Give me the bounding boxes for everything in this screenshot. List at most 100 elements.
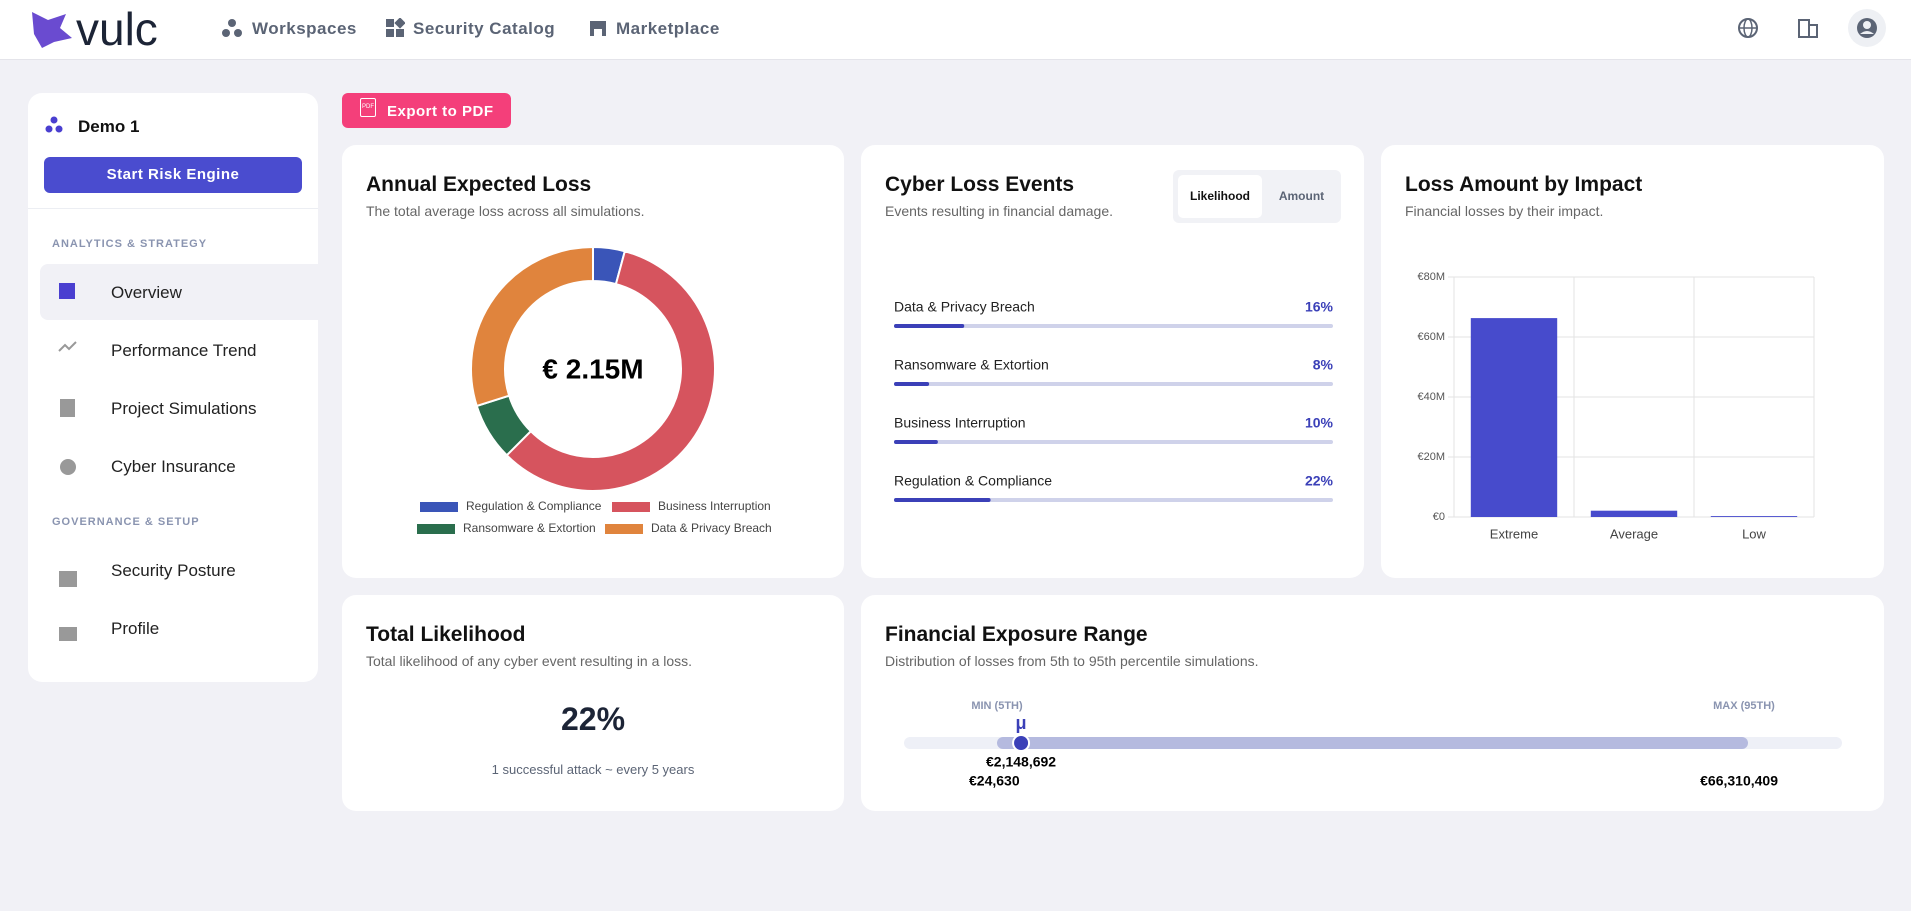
loss-events: Data & Privacy Breach 16% Ransomware & Ext… xyxy=(894,299,1334,502)
event-value: 16% xyxy=(1305,299,1334,315)
menu-icons xyxy=(58,283,77,641)
x-tick-label: Extreme xyxy=(1490,526,1538,541)
nav-link[interactable]: Security Catalog xyxy=(413,19,556,38)
nav-link[interactable]: Marketplace xyxy=(616,19,720,38)
bar xyxy=(1590,510,1678,517)
menu-item[interactable]: Performance Trend xyxy=(111,341,257,360)
card: Loss Amount by Impact Financial losses b… xyxy=(1381,145,1884,578)
logo-icon xyxy=(32,12,72,48)
center-label: € 2.15M xyxy=(542,353,643,384)
project-name: Demo 1 xyxy=(78,117,140,136)
nav-icon xyxy=(222,19,242,37)
project-icon xyxy=(45,116,63,133)
min-label: €24,630 xyxy=(969,773,1020,789)
legend-label: Ransomware & Extortion xyxy=(463,521,596,535)
bar-chart: €0 €20M €40M €60M €80M Extreme Average Low xyxy=(1417,271,1815,541)
y-tick-label: €0 xyxy=(1433,511,1445,523)
section-title: GOVERNANCE & SETUP xyxy=(52,516,200,528)
card-title: Loss Amount by Impact xyxy=(1405,173,1643,196)
card: Financial Exposure Range Distribution of… xyxy=(861,595,1884,811)
card-subtitle: Total likelihood of any cyber event resu… xyxy=(366,653,693,669)
min-title: MIN (5TH) xyxy=(971,700,1023,712)
pie-slice xyxy=(505,249,716,492)
likelihood-note: 1 successful attack ~ every 5 years xyxy=(491,762,695,777)
logo: vulc xyxy=(76,3,158,55)
legend-swatch xyxy=(612,502,650,512)
divider xyxy=(28,208,318,209)
sidebar: Demo 1 Start Risk Engine ANALYTICS & STR… xyxy=(28,93,318,682)
exposure-range: μ €2,148,692 MIN (5TH) MAX (95TH) €24,630 €66… xyxy=(904,700,1842,789)
pdf-icon: PDF xyxy=(360,98,376,117)
card-subtitle: Financial losses by their impact. xyxy=(1405,203,1604,219)
x-tick-label: Low xyxy=(1742,526,1766,541)
tab[interactable]: Amount xyxy=(1278,189,1325,203)
card: Cyber Loss Events Events resulting in fi… xyxy=(861,145,1364,578)
max-label: €66,310,409 xyxy=(1700,773,1778,789)
event-value: 22% xyxy=(1305,473,1334,489)
nav-link[interactable]: Workspaces xyxy=(252,19,357,38)
nav-icon xyxy=(386,18,405,37)
y-tick-label: €80M xyxy=(1417,271,1445,283)
likelihood-value: 22% xyxy=(560,701,626,737)
bar xyxy=(1710,516,1798,517)
event-track xyxy=(894,440,1333,444)
card: Total Likelihood Total likelihood of any… xyxy=(342,595,844,811)
nav-icon xyxy=(590,21,606,36)
range-fill xyxy=(997,737,1748,749)
max-title: MAX (95TH) xyxy=(1713,700,1775,712)
card-title: Annual Expected Loss xyxy=(366,173,592,196)
event-bar xyxy=(894,324,965,328)
y-tick-label: €20M xyxy=(1417,451,1445,463)
mean-symbol: μ xyxy=(1016,713,1027,733)
card: Annual Expected Loss The total average l… xyxy=(342,145,844,578)
card-title: Cyber Loss Events xyxy=(885,173,1075,196)
legend-swatch xyxy=(605,524,643,534)
bar xyxy=(1470,318,1558,517)
event-track xyxy=(894,324,1333,328)
mean-marker xyxy=(1012,734,1031,752)
event-name: Ransomware & Extortion xyxy=(894,357,1049,373)
event-bar xyxy=(894,498,991,502)
menu-item[interactable]: Cyber Insurance xyxy=(111,457,236,476)
pie-chart: € 2.15M Regulation & Compliance Business I… xyxy=(417,245,772,535)
building-icon[interactable] xyxy=(1796,16,1820,40)
menu-item[interactable]: Profile xyxy=(111,619,160,638)
y-tick-label: €40M xyxy=(1417,391,1445,403)
tab-group: Likelihood Amount xyxy=(1173,170,1341,223)
menu-item[interactable]: Overview xyxy=(111,283,182,302)
tab[interactable]: Likelihood xyxy=(1178,175,1262,218)
event-name: Business Interruption xyxy=(894,415,1026,431)
event-track xyxy=(894,498,1333,502)
export-button[interactable]: PDF Export to PDF xyxy=(342,93,511,128)
menu-item[interactable]: Security Posture xyxy=(111,561,236,580)
globe-icon[interactable] xyxy=(1736,16,1760,40)
active-item-bg xyxy=(40,264,318,320)
avatar-icon xyxy=(1857,18,1877,38)
export-label: Export to PDF xyxy=(387,103,494,120)
start-risk-engine-button[interactable]: Start Risk Engine xyxy=(44,157,302,193)
pie-slice xyxy=(470,245,594,408)
card-subtitle: Distribution of losses from 5th to 95th … xyxy=(885,653,1259,669)
card-title: Total Likelihood xyxy=(366,623,526,646)
legend-label: Data & Privacy Breach xyxy=(651,521,772,535)
legend-label: Regulation & Compliance xyxy=(466,499,602,513)
event-name: Regulation & Compliance xyxy=(894,473,1052,489)
header: vulc Workspaces Security Catalog Marketp… xyxy=(0,0,1911,60)
event-value: 10% xyxy=(1305,415,1334,431)
event-bar xyxy=(894,440,938,444)
event-name: Data & Privacy Breach xyxy=(894,299,1035,315)
card-subtitle: Events resulting in financial damage. xyxy=(885,203,1114,219)
event-bar xyxy=(894,382,930,386)
menu-item[interactable]: Project Simulations xyxy=(111,399,257,418)
event-value: 8% xyxy=(1313,357,1334,373)
x-tick-label: Average xyxy=(1610,526,1658,541)
y-tick-label: €60M xyxy=(1417,331,1445,343)
section-title: ANALYTICS & STRATEGY xyxy=(52,238,208,250)
mean-label: €2,148,692 xyxy=(986,754,1056,770)
card-title: Financial Exposure Range xyxy=(885,623,1148,646)
legend-label: Business Interruption xyxy=(658,499,771,513)
card-subtitle: The total average loss across all simula… xyxy=(366,203,645,219)
avatar-button[interactable] xyxy=(1848,9,1886,47)
legend-swatch xyxy=(417,524,455,534)
